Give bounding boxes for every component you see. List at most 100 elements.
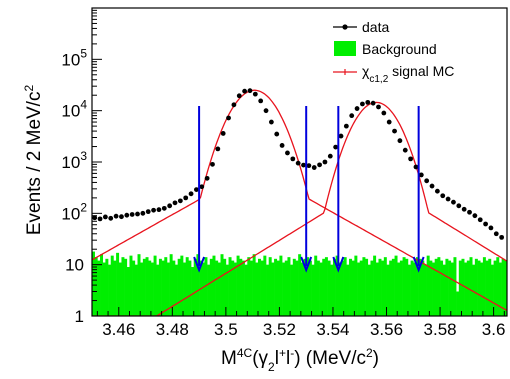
data-point — [151, 207, 156, 213]
background-bin — [314, 255, 318, 316]
background-bin — [440, 260, 444, 316]
legend: data Background χc1,2 signal MC — [333, 19, 454, 85]
data-point — [311, 165, 317, 170]
background-bin — [266, 264, 270, 316]
background-bin — [110, 255, 114, 316]
data-point — [252, 91, 258, 97]
background-bin — [290, 264, 294, 316]
background-bin — [220, 254, 224, 316]
background-bin — [132, 260, 136, 316]
background-bin — [282, 262, 286, 316]
background-bin — [153, 255, 157, 316]
background-bin — [166, 262, 170, 316]
background-bin — [474, 258, 478, 316]
cut-arrow — [300, 106, 313, 273]
cut-arrows — [193, 106, 425, 273]
data-point — [467, 209, 472, 215]
x-tick-label: 3.46 — [102, 320, 135, 339]
data-point — [183, 195, 189, 201]
background-bin — [201, 262, 205, 316]
background-bin — [116, 252, 120, 316]
cut-arrow-head — [412, 256, 425, 273]
data-point — [167, 203, 173, 209]
y-tick-base: 10 — [61, 102, 80, 121]
background-bin — [180, 255, 184, 316]
background-bin — [287, 257, 291, 316]
background-bin — [501, 258, 505, 316]
background-bin — [145, 257, 149, 316]
background-bin — [217, 262, 221, 316]
background-bin — [260, 260, 264, 316]
background-bin — [118, 262, 122, 316]
x-axis-title-sup3: - — [290, 346, 294, 360]
background-bin — [445, 258, 449, 316]
y-tick-base: 1 — [75, 307, 84, 326]
data-point — [113, 213, 119, 219]
data-point — [477, 217, 483, 223]
x-tick-label: 3.5 — [214, 320, 238, 339]
data-point — [188, 191, 194, 197]
data-point — [493, 231, 499, 237]
background-bin — [434, 258, 438, 316]
data-point — [242, 88, 248, 94]
data-point — [194, 187, 199, 192]
background-bin — [397, 262, 401, 316]
background-bin — [450, 262, 454, 316]
x-axis-title-sup4: 2 — [366, 346, 373, 360]
legend-signal-sub: c1,2 — [369, 74, 388, 85]
background-bin — [303, 258, 307, 316]
background-bin — [150, 262, 154, 316]
background-bin — [362, 257, 366, 316]
x-axis-title-prefix: M — [221, 348, 237, 369]
background-bin — [252, 254, 256, 316]
background-bin — [108, 264, 112, 316]
background-bin — [113, 260, 117, 316]
x-axis-title: M4C(γ2l+l-) (MeV/c2) — [221, 346, 379, 374]
y-axis-title-sup: 2 — [22, 85, 36, 92]
x-tick-label: 3.6 — [482, 320, 506, 339]
y-tick-label: 102 — [61, 200, 87, 223]
background-bin — [183, 262, 187, 316]
background-bin — [330, 264, 334, 316]
background-bin — [94, 257, 98, 316]
data-point — [124, 212, 130, 218]
y-axis-title: Events / 2 MeV/c2 — [22, 85, 45, 236]
legend-background-label: Background — [362, 41, 437, 57]
background-bin — [177, 258, 181, 316]
background-bin — [268, 257, 272, 316]
background-bin — [389, 260, 393, 316]
background-bin — [464, 262, 468, 316]
data-point — [360, 101, 365, 107]
background-bin — [276, 260, 280, 316]
background-bin — [402, 257, 406, 316]
data-point — [263, 108, 269, 114]
data-point — [472, 213, 478, 219]
background-bin — [244, 264, 248, 316]
data-point — [210, 161, 215, 167]
y-tick-base: 10 — [61, 50, 80, 69]
data-point — [392, 128, 397, 134]
background-bin — [185, 257, 189, 316]
background-bin — [424, 264, 427, 316]
cut-arrow-head — [300, 256, 313, 273]
data-point — [279, 143, 285, 148]
background-bin — [121, 257, 125, 316]
background-bin — [349, 258, 353, 316]
background-bin — [161, 260, 165, 316]
background-bin — [381, 260, 385, 316]
background-bin — [426, 255, 430, 316]
data-points — [92, 88, 505, 240]
background-bin — [461, 258, 465, 316]
cut-arrow — [193, 106, 206, 273]
background-bin — [391, 258, 395, 316]
background-bin — [504, 260, 507, 316]
background-bin — [156, 264, 160, 316]
background-bin — [241, 260, 245, 316]
background-bin — [247, 257, 251, 316]
background-bin — [295, 260, 299, 316]
data-point — [306, 163, 312, 169]
x-axis-title-l1: l — [275, 348, 279, 369]
background-bin — [496, 257, 500, 316]
background-bin — [490, 264, 494, 316]
data-point — [258, 98, 264, 104]
